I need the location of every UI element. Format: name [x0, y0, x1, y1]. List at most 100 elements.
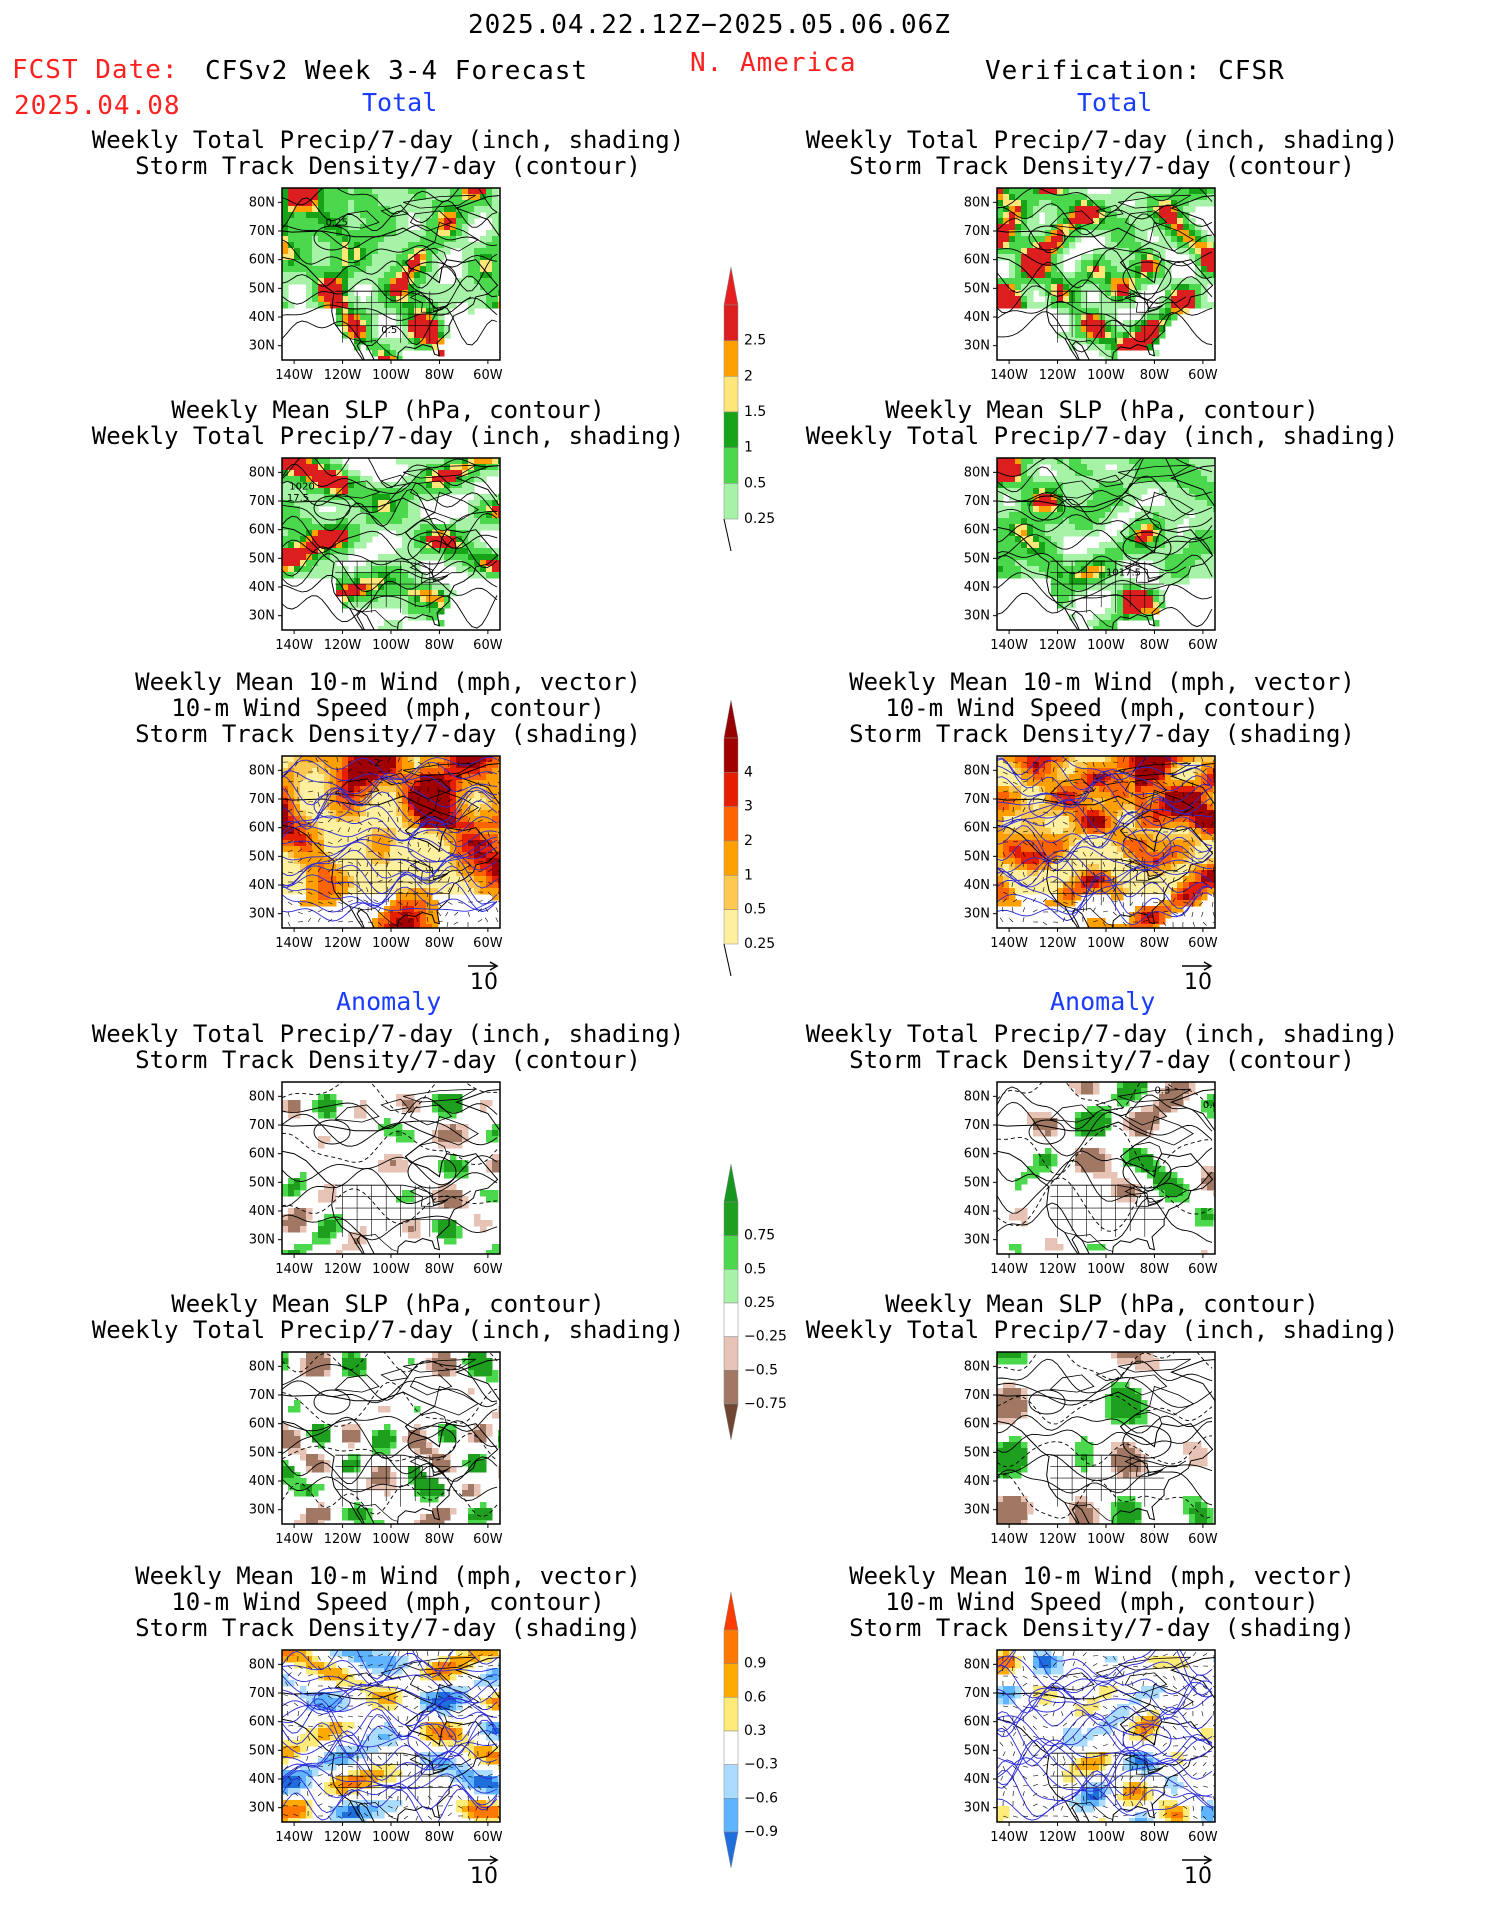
- lat-tick-label: 60N: [964, 523, 990, 538]
- lat-tick-label: 40N: [249, 1204, 275, 1219]
- vector-ref-obs-total: 10: [1180, 958, 1216, 995]
- lat-tick-label: 50N: [964, 551, 990, 566]
- colorbar-label: 0.6: [744, 1689, 766, 1705]
- lat-tick-label: 40N: [249, 310, 275, 325]
- lat-tick-label: 50N: [964, 281, 990, 296]
- lon-tick-label: 80W: [1140, 368, 1170, 383]
- title-obs-precip-anom: Weekly Total Precip/7-day (inch, shading…: [805, 1020, 1399, 1074]
- lon-tick-label: 60W: [473, 936, 503, 951]
- colorbar-top-arrow: [723, 1591, 739, 1631]
- lon-tick-label: 80W: [425, 1262, 455, 1277]
- lat-tick-label: 30N: [249, 1503, 275, 1518]
- section-total-verification: Total: [1077, 88, 1153, 117]
- lon-tick-label: 120W: [324, 1830, 362, 1845]
- lat-tick-label: 60N: [249, 1715, 275, 1730]
- title-obs-slp-anom: Weekly Mean SLP (hPa, contour) Weekly Tot…: [805, 1290, 1399, 1344]
- lat-tick-label: 60N: [249, 253, 275, 268]
- colorbar-segment: [723, 376, 739, 413]
- lat-tick-label: 70N: [964, 1118, 990, 1133]
- lon-tick-label: 120W: [324, 1262, 362, 1277]
- colorbar-segment: [723, 806, 739, 842]
- lon-tick-label: 140W: [990, 368, 1028, 383]
- lat-tick-label: 50N: [249, 849, 275, 864]
- lon-tick-label: 60W: [1188, 1262, 1218, 1277]
- lat-tick-label: 40N: [964, 580, 990, 595]
- lat-tick-label: 50N: [249, 551, 275, 566]
- lat-tick-label: 30N: [964, 609, 990, 624]
- verification-label: Verification: CFSR: [985, 56, 1285, 86]
- lon-tick-label: 80W: [1140, 1262, 1170, 1277]
- colorbar-bottom-open: [723, 943, 732, 977]
- lon-tick-label: 120W: [324, 936, 362, 951]
- lon-tick-label: 120W: [1039, 936, 1077, 951]
- lat-tick-label: 40N: [249, 1474, 275, 1489]
- lat-tick-label: 70N: [964, 224, 990, 239]
- lat-tick-label: 70N: [964, 1686, 990, 1701]
- colorbar-segment: [723, 1235, 739, 1270]
- lon-tick-label: 100W: [1087, 936, 1125, 951]
- lat-tick-label: 60N: [964, 1147, 990, 1162]
- lat-tick-label: 30N: [964, 1801, 990, 1816]
- colorbar-precip-total: 2.5 2 1.5 1 0.5 0.25: [723, 266, 775, 552]
- title-obs-wind-total: Weekly Mean 10-m Wind (mph, vector) 10-m …: [849, 668, 1355, 748]
- lon-tick-label: 120W: [324, 1532, 362, 1547]
- lon-tick-label: 100W: [1087, 368, 1125, 383]
- lon-tick-label: 120W: [1039, 368, 1077, 383]
- colorbar-segment: [723, 1629, 739, 1664]
- colorbar-label: 0.5: [744, 902, 766, 918]
- colorbar-top-arrow: [723, 699, 739, 739]
- lat-tick-label: 50N: [964, 1175, 990, 1190]
- colorbar-segment: [723, 909, 739, 945]
- contour-label: 2: [374, 758, 380, 769]
- colorbar-label: 1: [744, 440, 753, 456]
- lon-tick-label: 100W: [372, 936, 410, 951]
- lat-tick-label: 80N: [964, 195, 990, 210]
- colorbar-label: 2.5: [744, 333, 766, 349]
- lon-tick-label: 140W: [275, 936, 313, 951]
- lon-tick-label: 80W: [1140, 936, 1170, 951]
- colorbar-top-arrow: [723, 266, 739, 306]
- lon-tick-label: 100W: [1087, 1830, 1125, 1845]
- lon-tick-label: 140W: [275, 638, 313, 653]
- colorbar-segment: [723, 840, 739, 876]
- title-fc-slp-anom: Weekly Mean SLP (hPa, contour) Weekly Tot…: [91, 1290, 685, 1344]
- colorbar-label: −0.9: [744, 1824, 778, 1840]
- lat-tick-label: 70N: [249, 494, 275, 509]
- lon-tick-label: 80W: [425, 1830, 455, 1845]
- title-fc-precip-total: Weekly Total Precip/7-day (inch, shading…: [91, 126, 685, 180]
- lat-tick-label: 80N: [249, 1359, 275, 1374]
- forecast-name: CFSv2 Week 3-4 Forecast: [205, 56, 589, 86]
- date-range: 2025.04.22.12Z−2025.05.06.06Z: [468, 10, 951, 40]
- colorbar-label: 0.25: [744, 936, 775, 952]
- lon-tick-label: 100W: [372, 368, 410, 383]
- lat-tick-label: 70N: [964, 1388, 990, 1403]
- colorbar-segment: [723, 1730, 739, 1765]
- lon-tick-label: 100W: [372, 1532, 410, 1547]
- lon-tick-label: 140W: [990, 1532, 1028, 1547]
- colorbar-top-arrow: [723, 1163, 739, 1203]
- vector-ref-fc-anom: 10: [466, 1852, 502, 1889]
- colorbar-segment: [723, 1269, 739, 1304]
- title-fc-slp-total: Weekly Mean SLP (hPa, contour) Weekly Tot…: [91, 396, 685, 450]
- colorbar-segment: [723, 411, 739, 448]
- lat-tick-label: 50N: [249, 1743, 275, 1758]
- lat-tick-label: 40N: [964, 1772, 990, 1787]
- colorbar-bottom-open: [723, 518, 732, 552]
- lat-tick-label: 60N: [964, 821, 990, 836]
- lat-tick-label: 30N: [249, 609, 275, 624]
- lat-tick-label: 40N: [964, 878, 990, 893]
- lon-tick-label: 140W: [990, 638, 1028, 653]
- lat-tick-label: 70N: [249, 1686, 275, 1701]
- lon-tick-label: 140W: [275, 368, 313, 383]
- contour-label: 1020: [289, 482, 314, 493]
- lat-tick-label: 60N: [964, 1715, 990, 1730]
- section-anomaly-forecast: Anomaly: [336, 987, 442, 1016]
- contour-label: 0.3: [1154, 1085, 1170, 1096]
- colorbar-storm-total: 4 3 2 1 0.5 0.25: [723, 699, 775, 977]
- colorbar-segment: [723, 1798, 739, 1833]
- colorbar-label: 4: [744, 764, 753, 780]
- lat-tick-label: 70N: [249, 792, 275, 807]
- lat-tick-label: 40N: [964, 1204, 990, 1219]
